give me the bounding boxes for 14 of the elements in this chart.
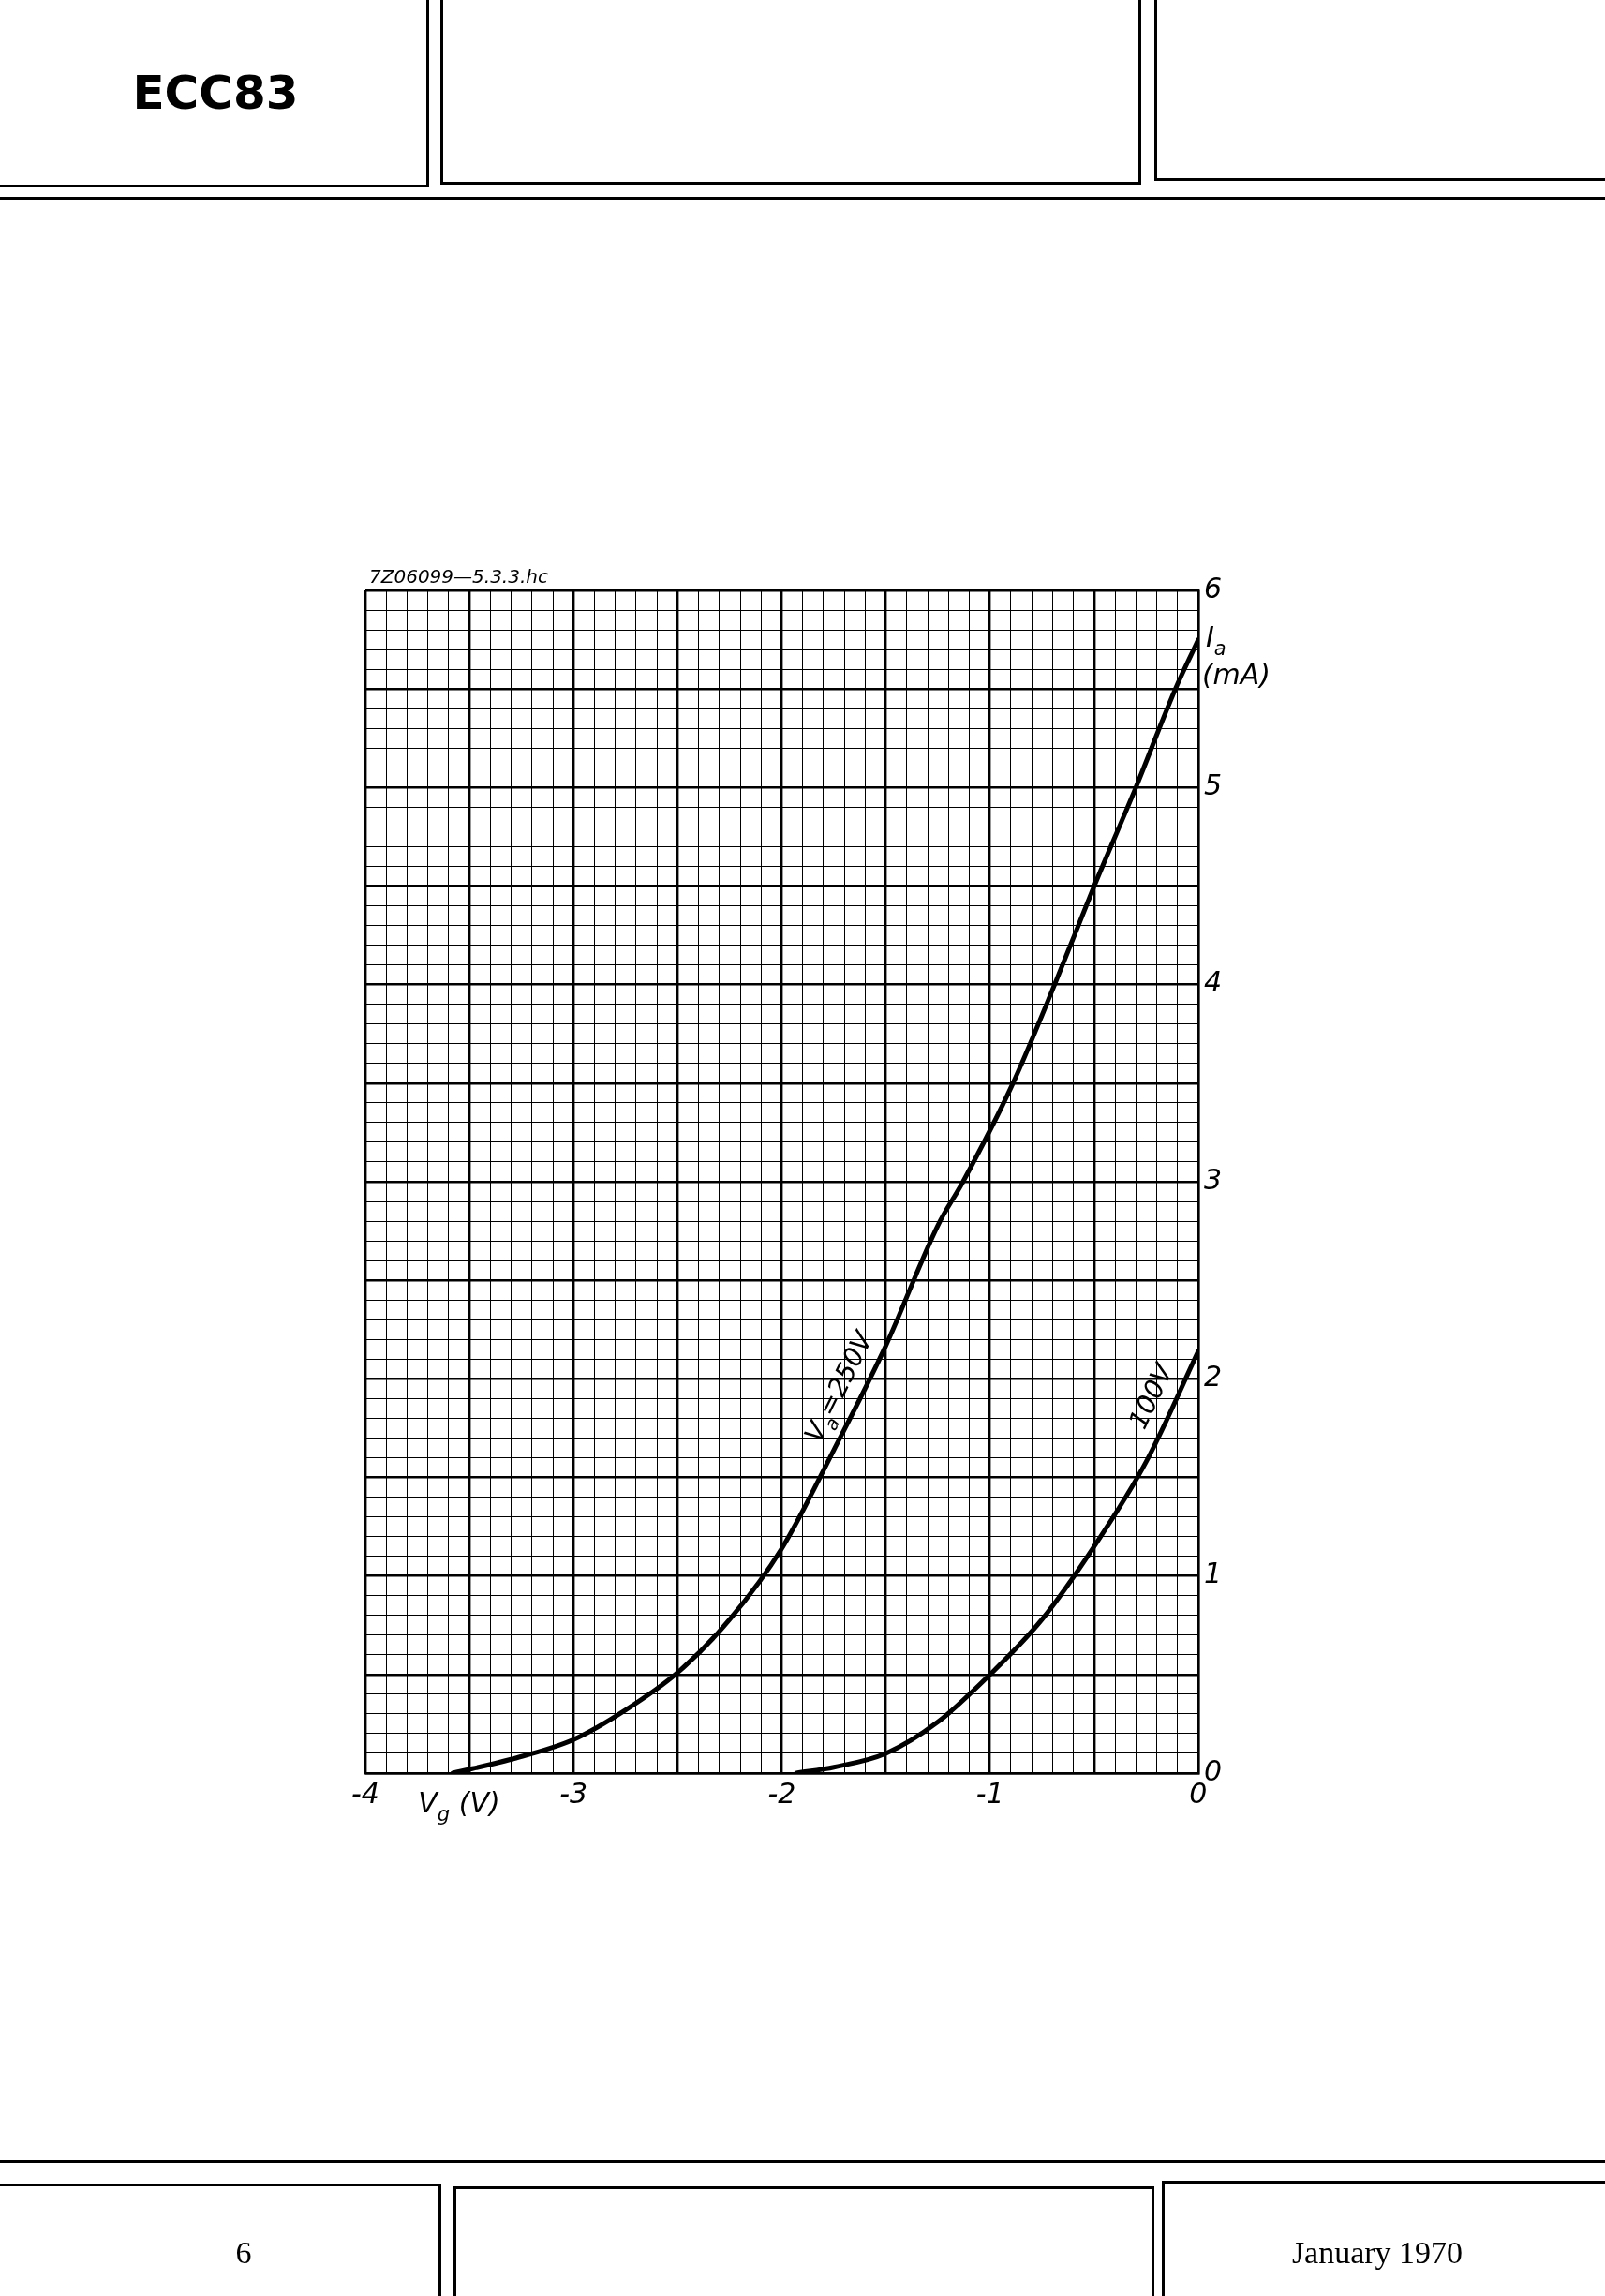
- y-tick-label: 3: [1203, 1162, 1223, 1196]
- y-tick-label: 2: [1203, 1360, 1223, 1394]
- y-tick-label: 5: [1203, 768, 1223, 802]
- y-tick-label: 1: [1203, 1557, 1223, 1590]
- chart-title: ECC83: [131, 66, 300, 120]
- y-tick-label: 6: [1203, 571, 1223, 604]
- x-tick-label: -4: [351, 1776, 379, 1810]
- text: 7Z06099—5.3.3.hc: [369, 565, 548, 588]
- y-tick-label: 4: [1203, 965, 1223, 999]
- x-tick-label: -3: [559, 1776, 588, 1810]
- text: January 1970: [1290, 2235, 1464, 2271]
- text: 6: [234, 2235, 253, 2271]
- x-tick-label: -2: [767, 1776, 796, 1810]
- x-tick-label: -1: [975, 1776, 1004, 1810]
